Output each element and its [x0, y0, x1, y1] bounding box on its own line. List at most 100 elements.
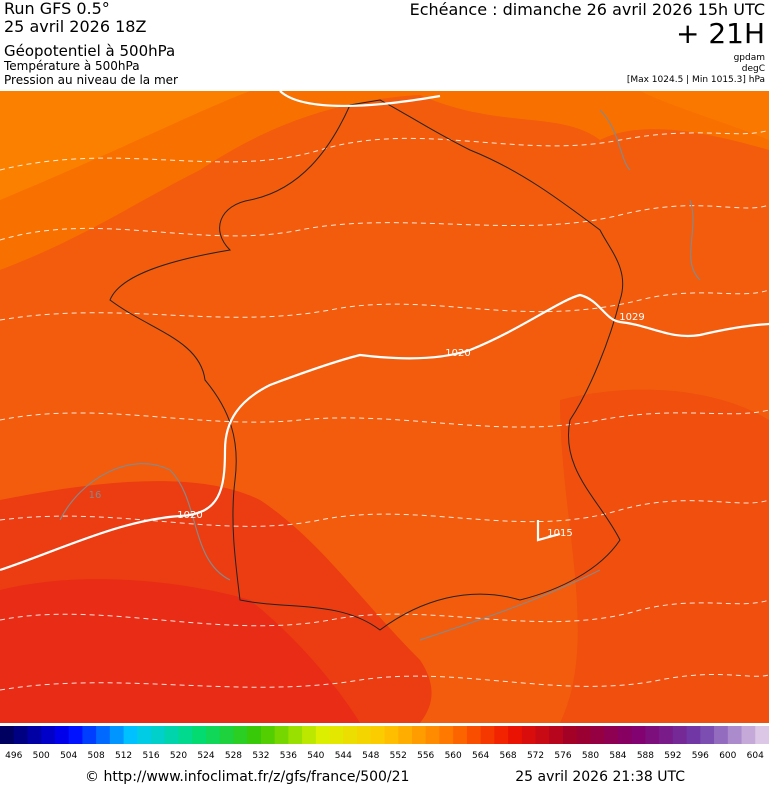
contour-label: 1015 — [547, 528, 572, 539]
scale-swatch — [247, 726, 262, 744]
scale-swatch — [315, 726, 331, 744]
scale-swatch — [151, 726, 166, 744]
scale-swatch — [672, 726, 688, 744]
scale-label: 556 — [417, 751, 434, 761]
scale-swatch — [54, 726, 70, 744]
scale-label: 532 — [252, 751, 269, 761]
scale-label: 528 — [225, 751, 242, 761]
scale-swatch — [233, 726, 248, 744]
scale-swatch — [27, 726, 42, 744]
scale-label: 588 — [637, 751, 654, 761]
scale-label: 604 — [747, 751, 764, 761]
scale-swatch — [439, 726, 454, 744]
scale-swatch — [631, 726, 646, 744]
scale-swatch — [260, 726, 276, 744]
scale-swatch — [700, 726, 715, 744]
scale-label: 560 — [445, 751, 462, 761]
map — [0, 91, 769, 723]
field-title: Géopotentiel à 500hPa — [4, 42, 175, 60]
scale-swatch — [68, 726, 83, 744]
run-date: 25 avril 2026 18Z — [4, 17, 146, 36]
scale-swatch — [137, 726, 152, 744]
unit-label: [Max 1024.5 | Min 1015.3] hPa — [627, 75, 765, 85]
temperature-title: Température à 500hPa — [3, 59, 140, 73]
scale-label: 584 — [609, 751, 626, 761]
scale-swatch — [645, 726, 660, 744]
scale-label: 540 — [307, 751, 324, 761]
scale-swatch — [466, 726, 482, 744]
forecast-time: Echéance : dimanche 26 avril 2026 15h UT… — [410, 0, 765, 19]
scale-swatch — [41, 726, 56, 744]
scale-label: 508 — [88, 751, 105, 761]
scale-swatch — [398, 726, 413, 744]
scale-swatch — [384, 726, 399, 744]
scale-swatch — [755, 726, 769, 744]
scale-swatch — [617, 726, 633, 744]
scale-swatch — [123, 726, 138, 744]
scale-label: 536 — [280, 751, 297, 761]
scale-label: 512 — [115, 751, 132, 761]
scale-label: 596 — [692, 751, 709, 761]
scale-swatch — [329, 726, 344, 744]
scale-swatch — [714, 726, 729, 744]
scale-swatch — [563, 726, 578, 744]
scale-label: 520 — [170, 751, 187, 761]
scale-label: 516 — [142, 751, 159, 761]
scale-label: 548 — [362, 751, 379, 761]
scale-swatch — [686, 726, 701, 744]
scale-swatch — [494, 726, 509, 744]
scale-swatch — [0, 726, 15, 744]
scale-swatch — [411, 726, 427, 744]
contour-label: 1029 — [619, 312, 644, 323]
footer-date: 25 avril 2026 21:38 UTC — [515, 769, 685, 785]
scale-swatch — [576, 726, 591, 744]
scale-label: 496 — [5, 751, 22, 761]
scale-swatch — [535, 726, 550, 744]
unit-label: degC — [742, 64, 765, 74]
contour-label: 16 — [89, 490, 102, 501]
scale-label: 600 — [719, 751, 736, 761]
scale-swatch — [357, 726, 372, 744]
run-title: Run GFS 0.5° — [4, 0, 110, 18]
scale-swatch — [590, 726, 605, 744]
scale-swatch — [178, 726, 193, 744]
scale-label: 568 — [499, 751, 516, 761]
scale-swatch — [370, 726, 385, 744]
lead-time: + 21H — [676, 17, 765, 50]
scale-swatch — [192, 726, 207, 744]
scale-swatch — [96, 726, 111, 744]
scale-label: 544 — [335, 751, 352, 761]
scale-label: 504 — [60, 751, 77, 761]
scale-swatch — [219, 726, 234, 744]
scale-swatch — [741, 726, 756, 744]
scale-swatch — [274, 726, 289, 744]
unit-label: gpdam — [734, 53, 765, 63]
scale-swatch — [727, 726, 743, 744]
scale-swatch — [302, 726, 317, 744]
scale-label: 580 — [582, 751, 599, 761]
scale-swatch — [508, 726, 523, 744]
scale-swatch — [205, 726, 221, 744]
scale-label: 524 — [197, 751, 214, 761]
scale-label: 572 — [527, 751, 544, 761]
footer-source: © http://www.infoclimat.fr/z/gfs/france/… — [85, 769, 409, 785]
scale-swatch — [82, 726, 97, 744]
scale-label: 500 — [33, 751, 50, 761]
scale-label: 552 — [390, 751, 407, 761]
contour-label: 1020 — [445, 348, 470, 359]
scale-label: 564 — [472, 751, 489, 761]
scale-swatch — [343, 726, 358, 744]
scale-swatch — [659, 726, 674, 744]
scale-swatch — [164, 726, 180, 744]
scale-swatch — [288, 726, 303, 744]
scale-swatch — [480, 726, 495, 744]
scale-label: 576 — [554, 751, 571, 761]
scale-swatch — [425, 726, 440, 744]
pressure-title: Pression au niveau de la mer — [4, 73, 178, 87]
scale-swatch — [549, 726, 564, 744]
scale-swatch — [521, 726, 537, 744]
scale-swatch — [109, 726, 125, 744]
scale-swatch — [13, 726, 28, 744]
contour-label: 1020 — [177, 510, 202, 521]
